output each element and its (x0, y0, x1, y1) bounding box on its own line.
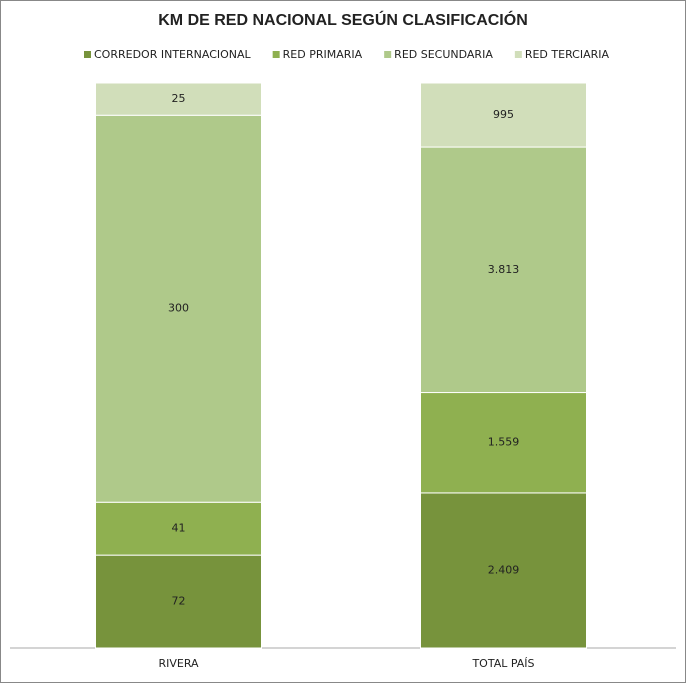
value-label: 1.559 (488, 436, 520, 449)
value-label: 995 (493, 108, 514, 121)
legend-swatch (514, 51, 522, 58)
bar-segment (95, 114, 262, 503)
x-tick-label: TOTAL PAÍS (471, 657, 534, 670)
legend-label: RED TERCIARIA (525, 48, 610, 61)
legend-label: RED SECUNDARIA (394, 48, 493, 61)
bar-segment (420, 146, 587, 394)
legend-swatch (272, 51, 280, 58)
value-label: 3.813 (488, 263, 520, 276)
legend-label: RED PRIMARIA (283, 48, 363, 61)
chart-title: KM DE RED NACIONAL SEGÚN CLASIFICACIÓN (158, 10, 528, 29)
x-tick-label: RIVERA (158, 657, 199, 670)
legend-swatch (84, 51, 91, 58)
value-label: 72 (172, 595, 186, 608)
value-label: 41 (172, 522, 186, 535)
bar-segment (95, 554, 262, 649)
legend-swatch (384, 51, 392, 58)
bar-segment (420, 82, 587, 148)
bar-segment (420, 392, 587, 494)
value-label: 25 (172, 92, 186, 105)
bar-segment (95, 82, 262, 116)
bar-segment (420, 492, 587, 649)
value-label: 300 (168, 302, 189, 315)
value-label: 2.409 (488, 563, 520, 576)
legend-label: CORREDOR INTERNACIONAL (94, 48, 252, 61)
